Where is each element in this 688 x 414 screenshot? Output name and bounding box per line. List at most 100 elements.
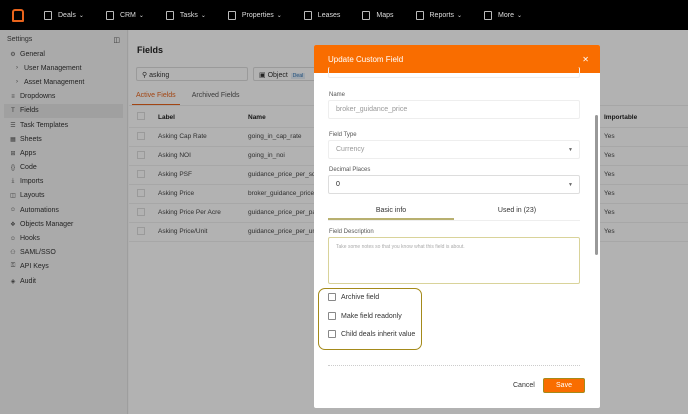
sidebar-item-api-keys[interactable]: ⚿ API Keys	[0, 260, 127, 274]
close-icon[interactable]: ✕	[582, 54, 589, 64]
row-checkbox[interactable]	[137, 188, 145, 197]
nav-tasks[interactable]: Tasks ⌄	[165, 10, 206, 20]
chevron-right-icon: ›	[16, 79, 18, 86]
tab-used-in[interactable]: Used in (23)	[497, 207, 537, 214]
users-icon: ⚇	[10, 250, 16, 257]
sidebar-item-general[interactable]: ⚙ General	[0, 47, 127, 61]
row-checkbox[interactable]	[137, 169, 145, 178]
modal-title: Update Custom Field	[328, 54, 404, 64]
field-description-textarea[interactable]: Take some notes so that you know what th…	[328, 237, 580, 284]
cell: Asking Cap Rate	[158, 127, 248, 147]
column-header-importable[interactable]: Importable	[604, 108, 688, 128]
row-checkbox[interactable]	[137, 226, 145, 235]
save-button[interactable]: Save	[543, 378, 585, 393]
sidebar-item-imports[interactable]: ⤓ Imports	[0, 175, 127, 189]
archive-field-checkbox[interactable]: Archive field	[328, 293, 379, 301]
name-label: Name	[329, 92, 346, 98]
sidebar-item-dropdowns[interactable]: ≡ Dropdowns	[0, 90, 127, 104]
field-type-select[interactable]: Currency ▼	[328, 140, 580, 159]
sidebar-item-user-management[interactable]: › User Management	[0, 61, 127, 75]
cell: Asking Price/Unit	[158, 222, 248, 242]
previous-field[interactable]	[328, 67, 580, 78]
crm-icon	[105, 10, 114, 20]
nav-maps[interactable]: Maps	[362, 10, 394, 20]
search-input[interactable]: ⚲ asking	[136, 67, 248, 81]
sidebar-item-layouts[interactable]: ◫ Layouts	[0, 189, 127, 203]
field-type-label: Field Type	[329, 132, 357, 138]
logo-icon[interactable]	[12, 8, 24, 22]
sidebar-item-automations[interactable]: ☺ Automations	[9, 206, 59, 214]
sidebar-item-asset-management[interactable]: › Asset Management	[0, 75, 127, 89]
object-badge: Deal	[290, 73, 306, 79]
cell: Asking PSF	[158, 165, 248, 185]
reports-icon	[415, 10, 424, 20]
nav-leases[interactable]: Leases	[303, 10, 340, 20]
page-title: Fields	[137, 45, 164, 55]
cell: Asking NOI	[158, 146, 248, 166]
tab-basic-info[interactable]: Basic info	[328, 203, 454, 220]
key-icon: ⚿	[10, 263, 16, 270]
cell: Yes	[604, 127, 688, 147]
decimal-places-label: Decimal Places	[329, 167, 371, 173]
cell: Yes	[604, 165, 688, 185]
hook-icon: ☺	[9, 235, 17, 242]
more-icon	[484, 10, 493, 20]
collapse-sidebar-icon[interactable]: ◫	[113, 37, 120, 44]
cell: Asking Price	[158, 184, 248, 204]
sidebar-item-sheets[interactable]: ▦ Sheets	[0, 132, 127, 146]
nav-deals[interactable]: Deals ⌄	[44, 10, 84, 20]
readonly-checkbox[interactable]: Make field readonly	[328, 312, 402, 320]
chevron-right-icon: ›	[16, 65, 18, 72]
row-checkbox[interactable]	[137, 131, 145, 140]
chevron-down-icon: ⌄	[517, 12, 523, 19]
properties-icon	[227, 10, 236, 20]
name-input[interactable]: broker_guidance_price	[328, 100, 580, 119]
nav-crm[interactable]: CRM ⌄	[105, 10, 144, 20]
cell: Yes	[604, 184, 688, 204]
nav-properties[interactable]: Properties ⌄	[227, 10, 282, 20]
decimal-places-select[interactable]: 0 ▼	[328, 175, 580, 194]
field-description-label: Field Description	[329, 229, 374, 235]
top-nav: Deals ⌄ CRM ⌄ Tasks ⌄ Properties ⌄ Leases Maps Rep…	[0, 0, 688, 30]
tab-active-fields[interactable]: Active Fields	[132, 86, 180, 105]
deals-icon	[44, 10, 52, 20]
layout-icon: ◫	[10, 193, 16, 200]
object-icon: ▣	[259, 72, 268, 79]
settings-sidebar: Settings ◫ ⚙ General › User Management › Asset…	[0, 30, 128, 414]
checkbox-highlight	[318, 288, 422, 350]
modal-scrollbar[interactable]	[595, 115, 598, 255]
cell: Asking Price Per Acre	[158, 203, 248, 223]
sidebar-item-task-templates[interactable]: ☰ Task Templates	[0, 118, 127, 132]
text-icon: T	[11, 107, 15, 114]
tab-archived-fields[interactable]: Archived Fields	[191, 92, 240, 99]
shield-icon: ◈	[10, 278, 16, 285]
sidebar-item-code[interactable]: {} Code	[0, 161, 127, 175]
cell: Yes	[604, 222, 688, 242]
sidebar-item-apps[interactable]: ⊞ Apps	[0, 146, 127, 160]
update-custom-field-modal: Update Custom Field ✕ Name broker_guidanc…	[314, 45, 600, 408]
sidebar-item-saml-sso[interactable]: ⚇ SAML/SSO	[0, 246, 127, 260]
sidebar-item-hooks[interactable]: ☺ Hooks	[9, 235, 40, 243]
nav-more[interactable]: More ⌄	[484, 10, 523, 20]
objects-icon: ❖	[10, 221, 16, 228]
cancel-button[interactable]: Cancel	[513, 382, 535, 389]
inherit-value-checkbox[interactable]: Child deals inherit value	[328, 330, 415, 338]
sidebar-item-audit[interactable]: ◈ Audit	[0, 274, 127, 288]
column-header-label[interactable]: Label	[158, 108, 248, 128]
chevron-down-icon: ▼	[568, 147, 573, 153]
table-icon: ▦	[10, 136, 16, 143]
list-icon: ≡	[11, 93, 15, 100]
download-icon: ⤓	[11, 178, 15, 185]
row-checkbox[interactable]	[137, 207, 145, 216]
task-icon: ☰	[10, 122, 16, 129]
select-all-checkbox[interactable]	[137, 112, 145, 121]
maps-icon	[362, 10, 371, 20]
robot-icon: ☺	[9, 207, 17, 214]
chevron-down-icon: ▼	[568, 182, 573, 188]
nav-reports[interactable]: Reports ⌄	[415, 10, 462, 20]
chevron-down-icon: ⌄	[138, 12, 144, 19]
row-checkbox[interactable]	[137, 150, 145, 159]
chevron-down-icon: ⌄	[200, 12, 206, 19]
sidebar-item-objects-manager[interactable]: ❖ Objects Manager	[0, 217, 127, 231]
sidebar-item-fields[interactable]: T Fields	[4, 103, 123, 118]
